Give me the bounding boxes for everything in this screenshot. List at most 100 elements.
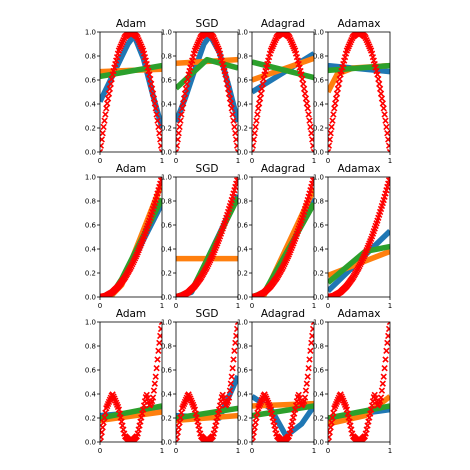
x-tick-label: 1: [236, 157, 240, 165]
target-point: [176, 123, 183, 131]
target-point: [252, 433, 257, 441]
target-point: [303, 100, 310, 107]
data-marks: [328, 32, 390, 152]
target-point: [104, 100, 111, 107]
y-tick-label: 0.2: [85, 415, 96, 423]
target-point: [259, 80, 266, 88]
target-point: [146, 71, 153, 78]
y-tick-label: 0.6: [85, 367, 97, 375]
subplot-title: Adam: [116, 308, 146, 320]
x-tick-label: 0: [98, 447, 102, 455]
x-tick-label: 1: [236, 302, 240, 310]
target-point: [176, 438, 180, 442]
y-tick-label: 0.8: [313, 343, 324, 351]
target-point: [258, 85, 266, 93]
target-point: [225, 394, 233, 401]
target-point: [234, 177, 238, 181]
target-point: [151, 380, 158, 387]
y-tick-label: 0.6: [161, 367, 173, 375]
target-point: [332, 100, 339, 107]
subplot-grid: 0.0 0.2 0.4 0.6 0.8 1.0 0 1 Adam 0.0 0.2 0.4 0.6 0.8 1…: [85, 18, 392, 455]
target-red-markers: [176, 32, 238, 152]
y-tick-label: 0.2: [161, 270, 172, 278]
data-marks: [328, 177, 390, 297]
target-point: [227, 100, 234, 107]
target-point: [328, 433, 333, 441]
target-point: [253, 414, 260, 421]
target-point: [234, 322, 238, 326]
y-tick-label: 0.0: [85, 439, 96, 447]
x-tick-label: 1: [388, 157, 392, 165]
target-point: [329, 414, 336, 421]
target-point: [377, 90, 385, 97]
target-point: [334, 85, 342, 93]
subplot-sgd-row-3: 0.0 0.2 0.4 0.6 0.8 1.0 0 1 SGD: [161, 308, 240, 455]
target-point: [376, 80, 383, 88]
target-point: [385, 325, 390, 333]
x-tick-label: 0: [98, 302, 102, 310]
x-tick-label: 0: [326, 447, 330, 455]
target-red-markers: [176, 322, 238, 442]
y-tick-label: 0.4: [313, 246, 325, 254]
y-tick-label: 0.0: [161, 294, 172, 302]
target-point: [304, 373, 311, 380]
y-tick-label: 0.0: [237, 149, 248, 157]
target-point: [104, 95, 112, 102]
target-point: [178, 111, 185, 118]
y-tick-label: 0.6: [161, 222, 173, 230]
series-orange-line: [100, 409, 162, 424]
y-tick-label: 0.4: [85, 246, 97, 254]
y-tick-label: 0.2: [161, 125, 172, 133]
target-point: [155, 123, 162, 131]
target-point: [232, 130, 238, 137]
target-point: [381, 111, 388, 118]
data-marks: [100, 32, 162, 152]
axes-frame: [251, 321, 315, 443]
x-tick-label: 1: [236, 447, 240, 455]
target-point: [376, 85, 384, 93]
target-point: [226, 95, 234, 102]
target-point: [255, 105, 262, 112]
target-point: [252, 419, 259, 426]
target-point: [305, 111, 312, 118]
target-point: [153, 111, 160, 118]
y-tick-label: 1.0: [85, 319, 96, 327]
target-point: [102, 111, 109, 118]
target-point: [256, 95, 264, 102]
y-tick-label: 0.8: [237, 198, 248, 206]
target-point: [375, 75, 382, 83]
target-point: [378, 387, 386, 394]
axes-frame: [251, 176, 315, 298]
axes-frame: [99, 321, 163, 443]
target-point: [148, 80, 155, 88]
target-point: [306, 356, 313, 363]
target-point: [177, 117, 184, 124]
target-point: [384, 339, 390, 347]
y-tick-label: 0.8: [85, 198, 96, 206]
target-point: [105, 90, 113, 97]
target-point: [152, 105, 159, 112]
target-point: [108, 75, 115, 83]
x-tick-label: 1: [160, 302, 164, 310]
series-green-line: [328, 62, 390, 74]
target-point: [101, 117, 108, 124]
subplot-adagrad-row-2: 0.0 0.2 0.4 0.6 0.8 1.0 0 1 Adagrad: [237, 163, 316, 310]
data-marks: [176, 322, 238, 442]
target-point: [382, 356, 389, 363]
target-point: [298, 71, 305, 78]
target-point: [228, 373, 235, 380]
x-tick-label: 0: [98, 157, 102, 165]
target-point: [310, 177, 314, 181]
y-tick-label: 0.8: [313, 198, 324, 206]
y-tick-label: 0.8: [85, 53, 96, 61]
target-point: [149, 90, 157, 97]
y-tick-label: 0.6: [237, 222, 249, 230]
target-point: [377, 394, 385, 401]
y-tick-label: 0.6: [85, 222, 97, 230]
y-tick-label: 0.0: [313, 149, 324, 157]
target-point: [309, 142, 314, 149]
target-point: [379, 380, 386, 387]
y-tick-label: 0.2: [237, 415, 248, 423]
target-point: [335, 80, 342, 88]
